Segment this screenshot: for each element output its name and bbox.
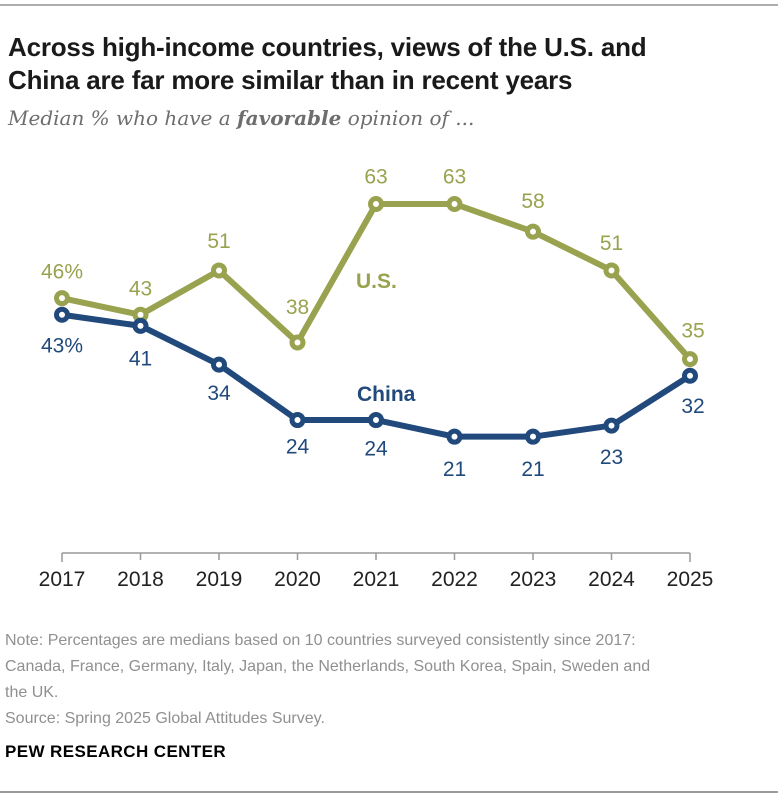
data-point-marker [446,195,463,212]
x-axis-label: 2020 [274,568,321,591]
chart-title-line2: China are far more similar than in recen… [8,65,573,95]
data-point-marker [525,428,541,445]
bottom-divider [0,791,778,793]
data-point-label: 34 [207,382,231,405]
data-point-label: 32 [681,395,704,418]
subtitle-prefix: Median % who have a [8,106,238,130]
data-point-label: 43 [129,277,152,300]
data-point-marker [289,334,306,351]
data-point-marker [54,306,70,323]
series-label-us: U.S. [356,270,397,293]
data-point-marker [446,428,463,445]
series-label-china: China [357,383,416,406]
source-line: Source: Spring 2025 Global Attitudes Sur… [5,710,325,727]
data-point-label: 43% [41,334,83,357]
data-point-label: 51 [600,232,623,255]
x-axis-label: 2019 [196,568,243,591]
data-point-label: 38 [286,296,309,319]
data-point-marker [211,262,227,279]
x-axis-label: 2018 [117,568,164,591]
subtitle-suffix: opinion of ... [341,106,475,130]
data-point-marker [211,356,227,373]
chart-subtitle: Median % who have a favorable opinion of… [8,106,773,130]
data-point-marker [603,417,620,434]
data-point-marker [132,317,149,334]
chart-notes: Note: Percentages are medians based on 1… [5,628,775,732]
data-point-label: 24 [286,436,310,459]
data-point-marker [289,412,306,429]
x-axis-label: 2021 [353,568,400,591]
x-axis-label: 2024 [588,568,635,591]
note-line: the UK. [5,684,59,701]
data-point-label: 24 [364,438,388,461]
data-point-label: 23 [600,446,623,469]
data-point-label: 63 [443,165,466,188]
data-point-label: 21 [521,458,544,481]
note-line: Note: Percentages are medians based on 1… [5,632,636,649]
x-axis-label: 2017 [39,568,86,591]
subtitle-emphasis: favorable [237,106,342,130]
x-axis-label: 2022 [431,568,478,591]
chart-title-line1: Across high-income countries, views of t… [8,32,647,62]
data-point-label: 21 [443,458,466,481]
data-point-label: 51 [207,230,230,253]
note-line: Canada, France, Germany, Italy, Japan, t… [5,658,651,675]
data-point-label: 35 [681,320,704,343]
data-point-label: 41 [129,347,152,370]
data-point-label: 46% [41,261,83,284]
pew-research-center-wordmark: PEW RESEARCH CENTER [5,742,227,761]
x-axis-label: 2025 [667,568,714,591]
data-point-label: 63 [364,165,387,188]
top-divider [0,4,778,6]
data-point-marker [368,412,384,429]
data-point-marker [54,290,70,307]
data-point-marker [603,262,620,279]
data-point-marker [682,351,698,368]
data-point-marker [368,195,384,212]
chart-title: Across high-income countries, views of t… [8,31,773,97]
data-point-marker [682,367,698,384]
data-point-marker [525,223,541,240]
x-axis-label: 2023 [510,568,557,591]
data-point-label: 58 [521,190,544,213]
